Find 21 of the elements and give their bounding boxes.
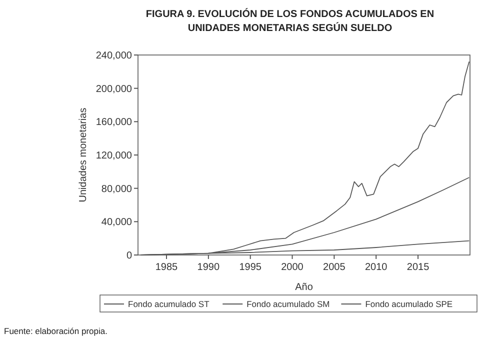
x-tick-label: 2000 [281, 262, 304, 273]
x-axis-title: Año [295, 282, 314, 293]
y-tick-label: 80,000 [101, 184, 132, 195]
x-tick-label: 2010 [364, 262, 388, 273]
legend-label: Fondo acumulado ST [128, 299, 210, 309]
y-tick-label: 240,000 [96, 50, 132, 62]
legend-label: Fondo acumulado SPE [365, 299, 453, 309]
y-tick-label: 200,000 [96, 84, 132, 95]
y-tick-label: 160,000 [96, 117, 132, 128]
y-axis-title: Unidades monetarias [78, 108, 89, 202]
y-tick-label: 40,000 [101, 217, 132, 228]
x-tick-label: 1990 [197, 262, 220, 273]
x-tick-label: 2005 [323, 262, 346, 273]
x-tick-label: 2015 [406, 262, 430, 273]
x-tick-label: 1995 [239, 262, 262, 273]
legend-label: Fondo acumulado SM [246, 299, 330, 309]
x-tick-label: 1985 [155, 262, 178, 273]
source-note: Fuente: elaboración propia. [4, 326, 108, 336]
y-tick-label: 0 [126, 250, 132, 262]
chart-title: FIGURA 9. EVOLUCIÓN DE LOS FONDOS ACUMULADOS EN UNIDADES MONETARIAS SEGÚN SUELDO [146, 8, 434, 34]
y-tick-label: 120,000 [96, 150, 132, 162]
